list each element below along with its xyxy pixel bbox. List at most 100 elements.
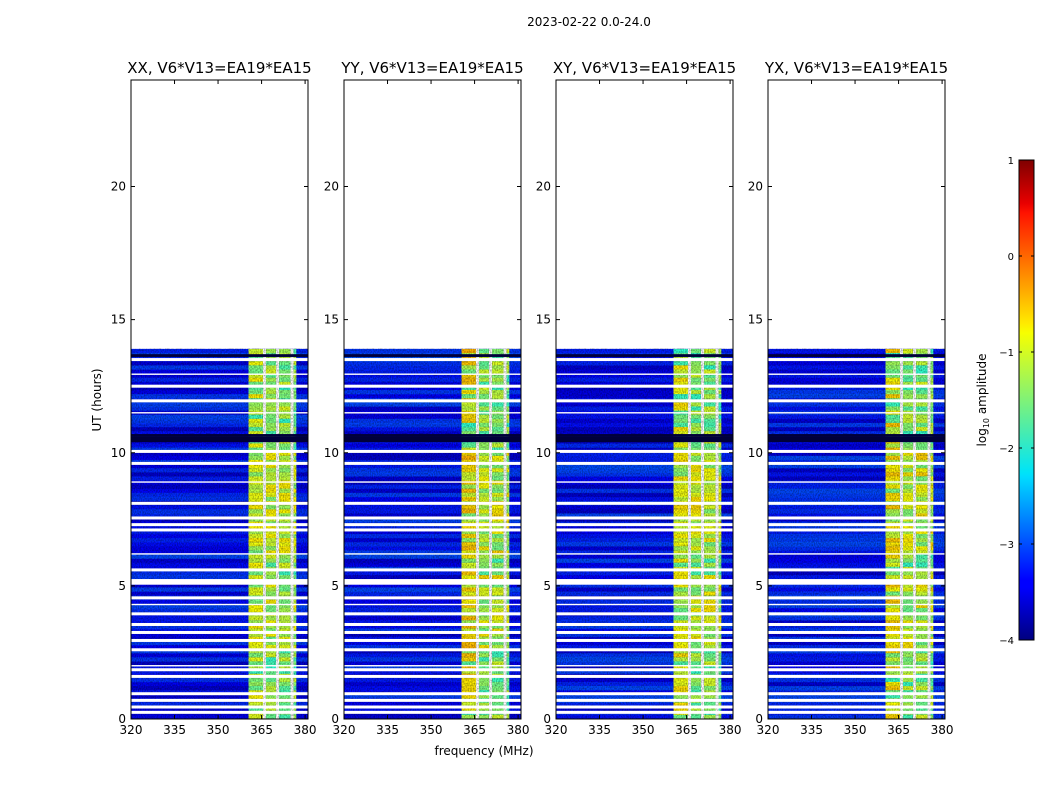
flagged-row [768, 568, 945, 572]
noise-texture [768, 348, 945, 719]
flagged-row [556, 568, 733, 572]
flagged-row [768, 622, 945, 626]
flagged-row [344, 449, 521, 453]
y-tick-label: 0 [543, 712, 551, 726]
flagged-row [131, 373, 308, 375]
flagged-row [556, 692, 733, 696]
noise-texture [131, 348, 308, 719]
flagged-row [344, 516, 521, 520]
flagged-row [768, 665, 945, 667]
flagged-row [768, 612, 945, 616]
flagged-row [768, 449, 945, 453]
flagged-row [768, 705, 945, 709]
flagged-row [344, 638, 521, 642]
colorbar-tick-label: 1 [1008, 156, 1014, 167]
flagged-row [344, 665, 521, 667]
y-tick-label: 10 [324, 446, 339, 460]
colorbar-label: log10 amplitude [975, 354, 991, 447]
y-tick-label: 15 [111, 313, 126, 327]
flagged-row [556, 399, 733, 403]
flagged-row [556, 603, 733, 606]
x-tick-label: 335 [588, 723, 611, 737]
flagged-row [131, 705, 308, 709]
flagged-row [131, 622, 308, 626]
flagged-row [131, 665, 308, 667]
flagged-row [556, 648, 733, 652]
flagged-row [344, 501, 521, 505]
x-tick-label: 335 [163, 723, 186, 737]
flagged-row [556, 630, 733, 634]
flagged-row [131, 638, 308, 642]
x-tick-label: 365 [887, 723, 910, 737]
dark-row [344, 436, 521, 440]
flagged-row [344, 523, 521, 527]
flagged-row [556, 516, 733, 520]
flagged-row [556, 481, 733, 483]
flagged-row [556, 596, 733, 600]
spectrogram [344, 348, 521, 719]
colorbar-ticks: 1 0 −1 −2 −3 −4 [999, 156, 1034, 647]
y-tick-label: 0 [118, 712, 126, 726]
flagged-row [556, 579, 733, 583]
flagged-row [556, 705, 733, 709]
flagged-row [344, 399, 521, 403]
flagged-row [131, 568, 308, 572]
panels-group: XX, V6*V13=EA19*EA15 320 335 350 365 380 0 5 10 1… [111, 59, 954, 737]
x-tick-label: 320 [120, 723, 143, 737]
flagged-row [131, 481, 308, 483]
spectrogram [556, 348, 733, 719]
figure-suptitle: 2023-02-22 0.0-24.0 [527, 15, 651, 29]
flagged-row [768, 358, 945, 362]
panel-title: YX, V6*V13=EA19*EA15 [764, 59, 948, 77]
flagged-row [556, 638, 733, 642]
flagged-row [768, 461, 945, 465]
flagged-row [556, 668, 733, 672]
flagged-row [344, 579, 521, 583]
flagged-row [131, 412, 308, 414]
dark-row [131, 439, 308, 443]
flagged-row [768, 528, 945, 532]
flagged-row [556, 665, 733, 667]
flagged-row [768, 523, 945, 527]
axes-frame [767, 79, 946, 720]
flagged-row [344, 668, 521, 672]
x-tick-label: 365 [675, 723, 698, 737]
flagged-row [768, 373, 945, 375]
colorbar-tick-label: 0 [1008, 252, 1014, 263]
flagged-row [344, 705, 521, 709]
y-tick-label: 10 [536, 446, 551, 460]
flagged-row [344, 528, 521, 532]
dark-row [344, 434, 521, 437]
flagged-row [768, 579, 945, 583]
flagged-row [768, 481, 945, 483]
flagged-row [556, 523, 733, 527]
x-tick-label: 335 [800, 723, 823, 737]
spectrogram [131, 348, 308, 719]
flagged-row [131, 581, 308, 585]
dark-row [768, 434, 945, 437]
flagged-row [556, 674, 733, 678]
dark-row [768, 354, 945, 357]
flagged-row [556, 373, 733, 375]
flagged-row [131, 698, 308, 702]
y-tick-label: 20 [536, 180, 551, 194]
flagged-row [556, 710, 733, 714]
x-axis-label: frequency (MHz) [434, 744, 533, 758]
flagged-row [768, 710, 945, 714]
flagged-row [768, 399, 945, 403]
panel-1: XX, V6*V13=EA19*EA15 320 335 350 365 380 0 5 10 1… [111, 59, 317, 737]
dark-row [556, 439, 733, 443]
y-tick-label: 20 [748, 180, 763, 194]
flagged-row [131, 603, 308, 606]
panel-3: XY, V6*V13=EA19*EA15 320 335 350 365 380 0 5 10 1… [536, 59, 742, 737]
flagged-row [768, 692, 945, 696]
flagged-row [131, 648, 308, 652]
flagged-row [556, 384, 733, 388]
flagged-row [131, 630, 308, 634]
flagged-row [344, 461, 521, 465]
flagged-row [344, 384, 521, 388]
flagged-row [131, 692, 308, 696]
x-tick-label: 350 [632, 723, 655, 737]
flagged-row [131, 399, 308, 403]
